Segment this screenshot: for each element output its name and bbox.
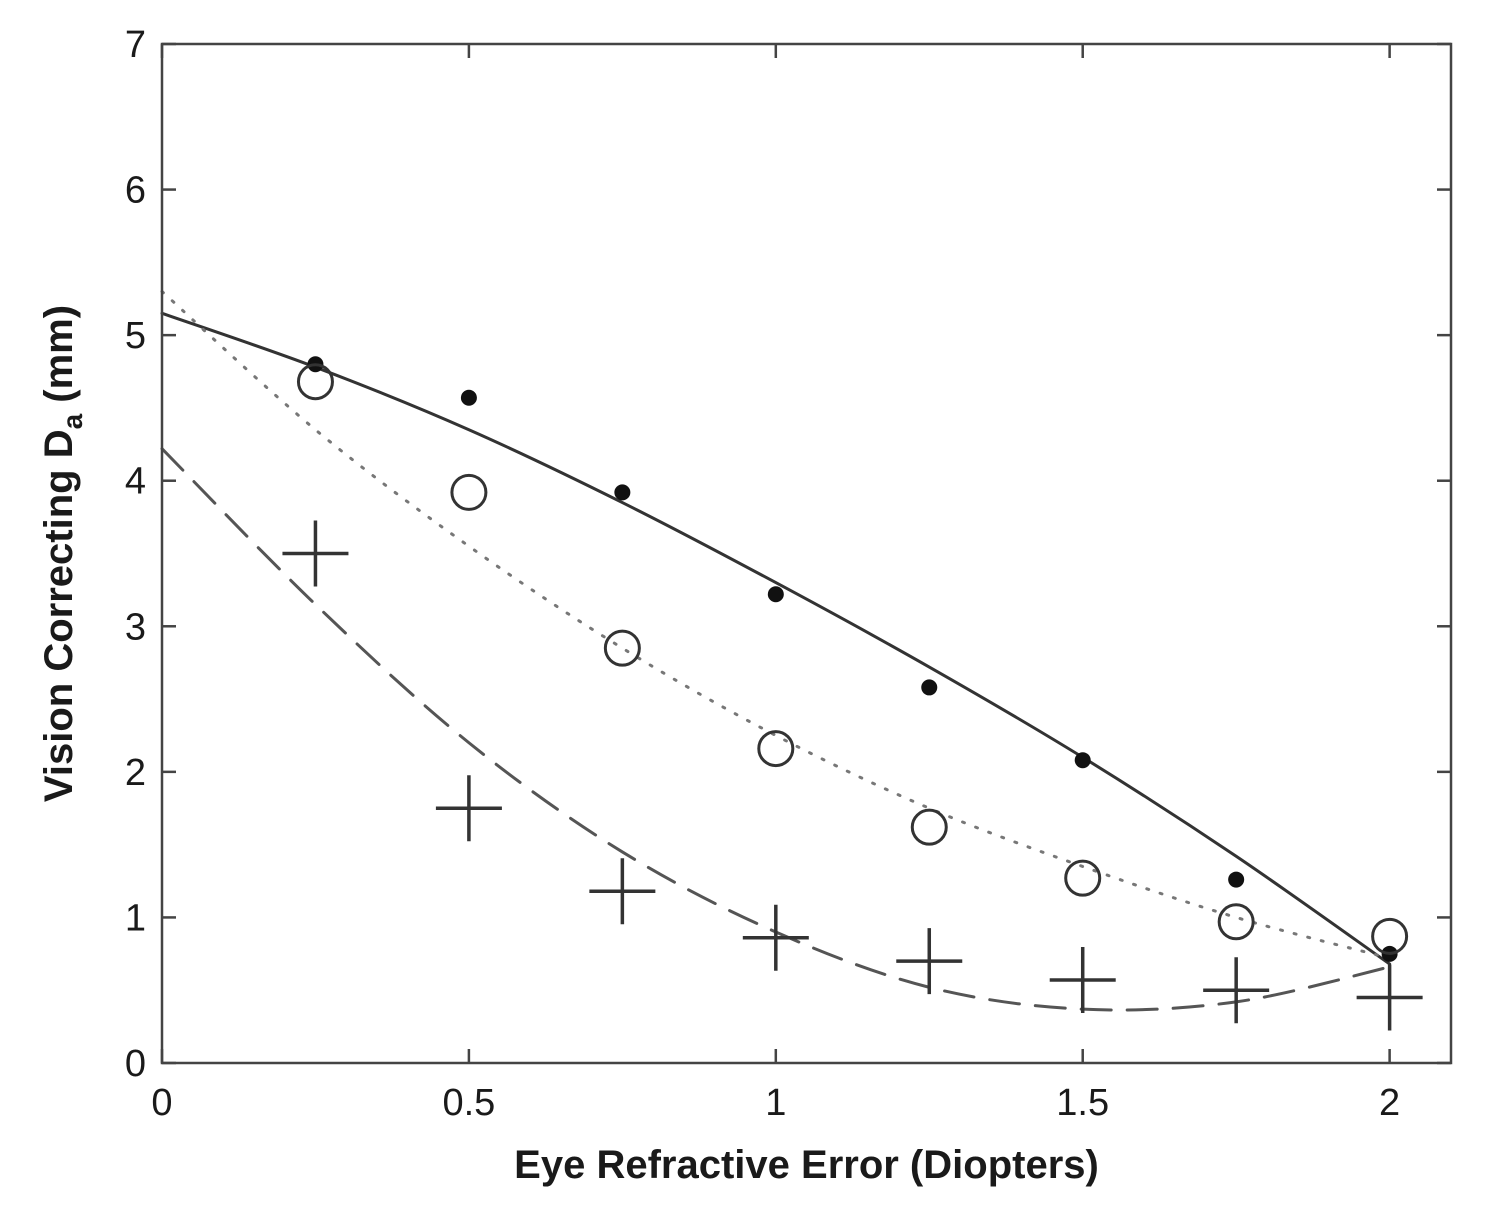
data-point-circle — [296, 363, 334, 401]
data-point-circle — [450, 473, 488, 511]
x-tick-label: 1 — [765, 1082, 786, 1124]
series-filled-dot — [307, 356, 1398, 962]
y-tick-label: 3 — [125, 606, 146, 648]
data-point-plus — [1049, 947, 1116, 1014]
tick-labels: 0 0.5 1 1.5 2 0 1 2 3 4 5 6 7 — [125, 24, 1400, 1124]
data-point-plus — [896, 928, 963, 995]
plot-frame — [160, 42, 1453, 1065]
fit-lines — [160, 289, 1392, 1012]
fit-line-solid — [160, 311, 1392, 966]
series-open-circle — [296, 363, 1409, 955]
data-point-circle — [1217, 903, 1255, 941]
fit-line-dotted — [160, 289, 1392, 960]
data-point-circle — [757, 730, 795, 768]
data-point-plus — [589, 858, 656, 925]
data-point-plus — [742, 904, 809, 971]
y-tick-label: 5 — [125, 315, 146, 357]
data-point-dot — [1074, 752, 1091, 769]
data-point-circle — [910, 808, 948, 846]
data-point-dot — [614, 484, 631, 501]
data-point-dot — [460, 389, 477, 406]
data-point-circle — [1064, 859, 1102, 897]
x-tick-label: 0.5 — [442, 1082, 495, 1124]
data-point-dot — [1228, 871, 1245, 888]
y-axis-label-main: Vision Correcting D — [37, 429, 81, 802]
y-tick-label: 4 — [125, 461, 146, 503]
axis-ticks — [160, 42, 1451, 1065]
data-markers — [282, 356, 1423, 1031]
y-tick-label: 7 — [125, 24, 146, 66]
y-axis-label-subscript: a — [57, 413, 88, 429]
data-point-dot — [767, 586, 784, 603]
data-point-plus — [435, 775, 502, 842]
y-tick-label: 6 — [125, 170, 146, 212]
series-plus — [282, 520, 1423, 1031]
y-axis-label-unit: (mm) — [37, 305, 81, 414]
x-tick-label: 0 — [151, 1082, 172, 1124]
fit-line-dashed — [160, 447, 1392, 1012]
y-axis-label: Vision Correcting Da (mm) — [37, 305, 88, 802]
data-point-dot — [921, 679, 938, 696]
x-axis-label: Eye Refractive Error (Diopters) — [514, 1143, 1099, 1187]
y-tick-label: 0 — [125, 1043, 146, 1085]
y-tick-label: 2 — [125, 752, 146, 794]
data-point-circle — [1371, 917, 1409, 955]
data-point-plus — [282, 520, 349, 587]
x-tick-label: 1.5 — [1056, 1082, 1109, 1124]
x-tick-label: 2 — [1379, 1082, 1400, 1124]
y-tick-label: 1 — [125, 897, 146, 939]
data-point-plus — [1356, 964, 1423, 1031]
data-point-circle — [603, 629, 641, 667]
data-point-plus — [1203, 957, 1270, 1024]
